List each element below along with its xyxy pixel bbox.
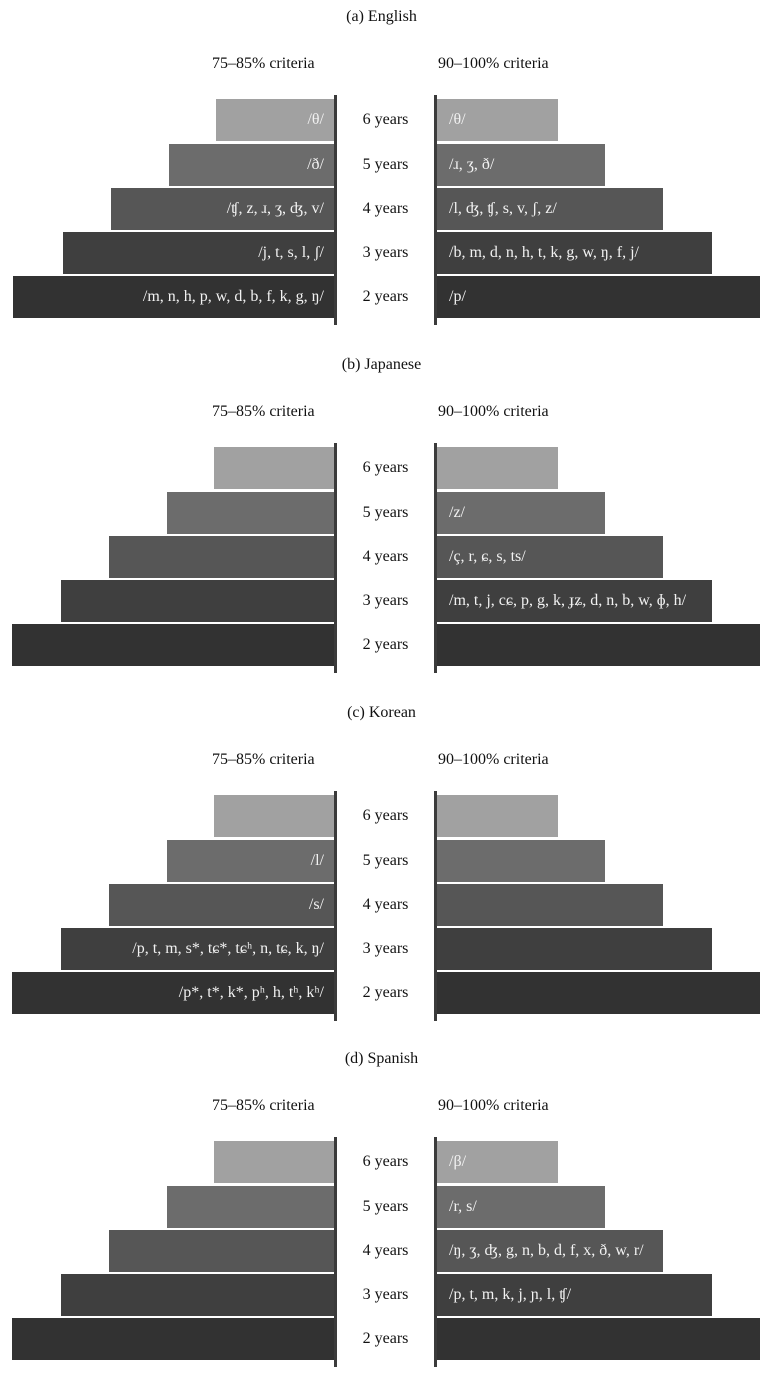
left-bar-5-years — [167, 1186, 334, 1228]
right-bar-2-years: /p/ — [437, 276, 760, 318]
age-label: 3 years — [362, 244, 409, 261]
right-bar-6-years: /θ/ — [437, 99, 558, 141]
right-axis-line — [434, 1137, 437, 1367]
left-bar-3-years: /j, t, s, l, ʃ/ — [63, 232, 334, 274]
right-criteria-label: 90–100% criteria — [438, 1097, 549, 1114]
right-bar-5-years: /ɹ, ʒ, ð/ — [437, 144, 605, 186]
right-criteria-label: 90–100% criteria — [438, 55, 549, 72]
right-bar-4-years: /l, ʤ, ʧ, s, v, ʃ, z/ — [437, 188, 663, 230]
panel-spanish: (d) Spanish 75–85% criteria 90–100% crit… — [0, 1050, 763, 1390]
right-bar-4-years: /ŋ, ʒ, ʤ, g, n, b, d, f, x, ð, w, r/ — [437, 1230, 663, 1272]
panel-title: (a) English — [346, 8, 417, 25]
right-criteria-label: 90–100% criteria — [438, 751, 549, 768]
age-label: 2 years — [362, 984, 409, 1001]
left-bar-3-years — [61, 1274, 334, 1316]
right-bar-5-years: /r, s/ — [437, 1186, 605, 1228]
panel-title: (b) Japanese — [341, 356, 422, 373]
age-label: 3 years — [362, 1286, 409, 1303]
left-bar-3-years — [61, 580, 334, 622]
age-label: 2 years — [362, 636, 409, 653]
left-criteria-label: 75–85% criteria — [212, 55, 315, 72]
age-label: 3 years — [362, 592, 409, 609]
right-bar-6-years — [437, 795, 558, 837]
right-bar-6-years — [437, 447, 558, 489]
age-label: 6 years — [362, 1153, 409, 1170]
right-axis-line — [434, 443, 437, 673]
panel-english: (a) English 75–85% criteria 90–100% crit… — [0, 8, 763, 348]
left-axis-line — [334, 443, 337, 673]
left-bar-4-years — [109, 1230, 334, 1272]
right-bar-3-years: /b, m, d, n, h, t, k, g, w, ŋ, f, j/ — [437, 232, 712, 274]
panel-title: (c) Korean — [347, 704, 416, 721]
age-label: 4 years — [362, 200, 409, 217]
left-bar-5-years: /l/ — [167, 840, 334, 882]
left-bar-4-years — [109, 536, 334, 578]
right-bar-3-years — [437, 928, 712, 970]
right-axis-line — [434, 791, 437, 1021]
right-criteria-label: 90–100% criteria — [438, 403, 549, 420]
right-bar-5-years: /z/ — [437, 492, 605, 534]
age-label: 6 years — [362, 111, 409, 128]
left-bar-5-years: /ð/ — [169, 144, 334, 186]
left-criteria-label: 75–85% criteria — [212, 751, 315, 768]
right-bar-2-years — [437, 1318, 760, 1360]
age-label: 5 years — [362, 156, 409, 173]
left-bar-2-years: /m, n, h, p, w, d, b, f, k, g, ŋ/ — [13, 276, 334, 318]
left-bar-2-years — [12, 624, 334, 666]
right-axis-line — [434, 95, 437, 325]
left-bar-6-years — [214, 447, 334, 489]
left-bar-6-years — [214, 795, 334, 837]
age-label: 6 years — [362, 807, 409, 824]
age-label: 4 years — [362, 548, 409, 565]
age-label: 5 years — [362, 1198, 409, 1215]
left-bar-6-years: /θ/ — [216, 99, 334, 141]
left-criteria-label: 75–85% criteria — [212, 403, 315, 420]
left-axis-line — [334, 95, 337, 325]
right-bar-6-years: /β/ — [437, 1141, 558, 1183]
right-bar-2-years — [437, 624, 760, 666]
age-label: 3 years — [362, 940, 409, 957]
left-bar-6-years — [214, 1141, 334, 1183]
age-label: 6 years — [362, 459, 409, 476]
left-bar-4-years: /ʧ, z, ɹ, ʒ, ʤ, v/ — [111, 188, 334, 230]
left-bar-5-years — [167, 492, 334, 534]
age-label: 5 years — [362, 504, 409, 521]
right-bar-2-years — [437, 972, 760, 1014]
right-bar-3-years: /m, t, j, cɕ, p, g, k, ɟʑ, d, n, b, w, ɸ… — [437, 580, 712, 622]
age-label: 2 years — [362, 288, 409, 305]
left-bar-3-years: /p, t, m, s*, tɕ*, tɕʰ, n, tɕ, k, ŋ/ — [61, 928, 334, 970]
left-bar-2-years — [12, 1318, 334, 1360]
age-label: 4 years — [362, 1242, 409, 1259]
age-label: 5 years — [362, 852, 409, 869]
right-bar-5-years — [437, 840, 605, 882]
panel-title: (d) Spanish — [344, 1050, 419, 1067]
age-label: 2 years — [362, 1330, 409, 1347]
left-axis-line — [334, 791, 337, 1021]
right-bar-4-years: /ç, r, ɕ, s, ts/ — [437, 536, 663, 578]
panel-korean: (c) Korean 75–85% criteria 90–100% crite… — [0, 704, 763, 1044]
left-criteria-label: 75–85% criteria — [212, 1097, 315, 1114]
left-axis-line — [334, 1137, 337, 1367]
right-bar-4-years — [437, 884, 663, 926]
left-bar-2-years: /p*, t*, k*, pʰ, h, tʰ, kʰ/ — [12, 972, 334, 1014]
left-bar-4-years: /s/ — [109, 884, 334, 926]
panel-japanese: (b) Japanese 75–85% criteria 90–100% cri… — [0, 356, 763, 696]
age-label: 4 years — [362, 896, 409, 913]
right-bar-3-years: /p, t, m, k, j, ɲ, l, ʧ/ — [437, 1274, 712, 1316]
